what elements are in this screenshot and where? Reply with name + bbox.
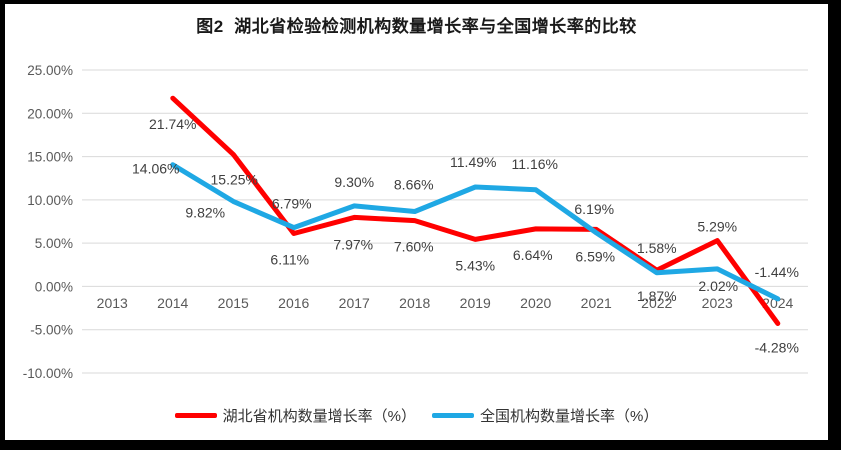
data-label: 2.02% xyxy=(698,278,738,294)
legend-label-national: 全国机构数量增长率（%） xyxy=(480,407,659,425)
data-label: 11.16% xyxy=(512,156,558,172)
data-label: 8.66% xyxy=(394,176,434,192)
legend-label-hubei: 湖北省机构数量增长率（%） xyxy=(222,407,416,425)
x-axis-label: 2017 xyxy=(339,295,370,311)
plot-area: 25.00% 20.00% 15.00% 10.00% 5.00% 0.00% -5.00%… xyxy=(23,63,808,381)
data-label: -1.44% xyxy=(755,264,799,280)
series-line-hubei xyxy=(170,95,781,326)
chart-title: 图2 湖北省检验检测机构数量增长率与全国增长率的比较 xyxy=(196,17,637,36)
data-label: 14.06% xyxy=(132,161,179,177)
data-label: 6.79% xyxy=(272,196,312,212)
legend-item-national: 全国机构数量增长率（%） xyxy=(432,405,658,426)
y-tick-label: 15.00% xyxy=(27,150,73,165)
data-label: 6.11% xyxy=(270,252,309,268)
data-label: 21.74% xyxy=(149,116,196,132)
data-label: 6.59% xyxy=(575,248,615,264)
y-tick-label: -5.00% xyxy=(30,323,73,338)
x-axis-label: 2014 xyxy=(157,295,188,311)
y-tick-label: 5.00% xyxy=(35,236,73,251)
data-label: 5.29% xyxy=(697,219,737,235)
data-label: 15.25% xyxy=(211,171,258,187)
series-line-national xyxy=(170,162,781,302)
x-axis-label: 2024 xyxy=(762,295,793,311)
data-label: 5.43% xyxy=(455,257,495,273)
y-tick-label: 20.00% xyxy=(27,106,73,121)
data-label: -4.28% xyxy=(755,339,799,355)
data-label: 11.49% xyxy=(450,154,496,170)
data-label: 7.97% xyxy=(333,236,373,252)
y-tick-label: 10.00% xyxy=(27,193,73,208)
x-axis-label: 2022 xyxy=(641,295,672,311)
x-axis-label: 2013 xyxy=(97,295,128,311)
legend: 湖北省机构数量增长率（%） 全国机构数量增长率（%） xyxy=(5,401,828,429)
y-tick-label: 25.00% xyxy=(27,63,73,78)
data-label: 1.58% xyxy=(637,240,677,256)
x-axis-label: 2020 xyxy=(520,295,551,311)
data-label: 7.60% xyxy=(394,239,434,255)
legend-item-hubei: 湖北省机构数量增长率（%） xyxy=(174,405,416,426)
x-axis-label: 2016 xyxy=(278,295,309,311)
y-tick-label: -10.00% xyxy=(23,366,73,381)
legend-swatch-national xyxy=(432,412,474,418)
chart-canvas: 图2 湖北省检验检测机构数量增长率与全国增长率的比较 25.00% 20.00% 1… xyxy=(5,4,828,440)
x-axis-label: 2019 xyxy=(460,295,491,311)
x-axis-label: 2021 xyxy=(581,295,612,311)
data-label: 1.87% xyxy=(637,288,677,304)
legend-swatch-hubei xyxy=(174,412,217,418)
y-tick-label: 0.00% xyxy=(35,279,73,294)
x-axis-label: 2023 xyxy=(702,295,733,311)
data-label: 6.19% xyxy=(574,201,614,217)
data-label: 9.30% xyxy=(334,174,374,190)
data-label: 9.82% xyxy=(185,204,225,220)
x-axis-label: 2015 xyxy=(218,295,249,311)
x-axis-label: 2018 xyxy=(399,295,430,311)
data-label: 6.64% xyxy=(513,247,553,263)
